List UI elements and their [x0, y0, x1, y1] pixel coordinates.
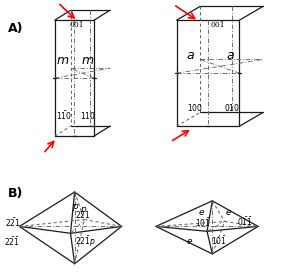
Text: $p$: $p$: [73, 202, 80, 213]
Text: $100$: $100$: [187, 102, 203, 113]
Text: $e$: $e$: [186, 237, 193, 246]
Text: B): B): [8, 187, 23, 200]
Text: A): A): [8, 22, 23, 35]
Text: $a$: $a$: [226, 49, 234, 62]
Text: $0\bar{1}\bar{1}$: $0\bar{1}\bar{1}$: [236, 215, 253, 228]
Text: $m$: $m$: [56, 54, 69, 67]
Text: $110$: $110$: [80, 110, 96, 121]
Text: $e$: $e$: [225, 208, 232, 217]
Text: $p$: $p$: [80, 205, 88, 217]
Text: $m$: $m$: [81, 54, 94, 67]
Text: $2\bar{2}\bar{1}$: $2\bar{2}\bar{1}$: [4, 236, 20, 249]
Text: $221$: $221$: [75, 209, 91, 220]
Text: 001: 001: [210, 21, 225, 29]
Text: $a$: $a$: [186, 49, 195, 62]
Text: $010$: $010$: [224, 102, 240, 113]
Text: $e$: $e$: [197, 208, 205, 217]
Text: $10\bar{1}$: $10\bar{1}$: [195, 216, 211, 229]
Text: $1\bar{1}0$: $1\bar{1}0$: [56, 109, 72, 121]
Text: $10\bar{1}$: $10\bar{1}$: [211, 234, 227, 247]
Text: $2\bar{2}1$: $2\bar{2}1$: [5, 216, 20, 229]
Text: $22\bar{1}p$: $22\bar{1}p$: [75, 234, 96, 249]
Text: 001: 001: [69, 21, 84, 29]
